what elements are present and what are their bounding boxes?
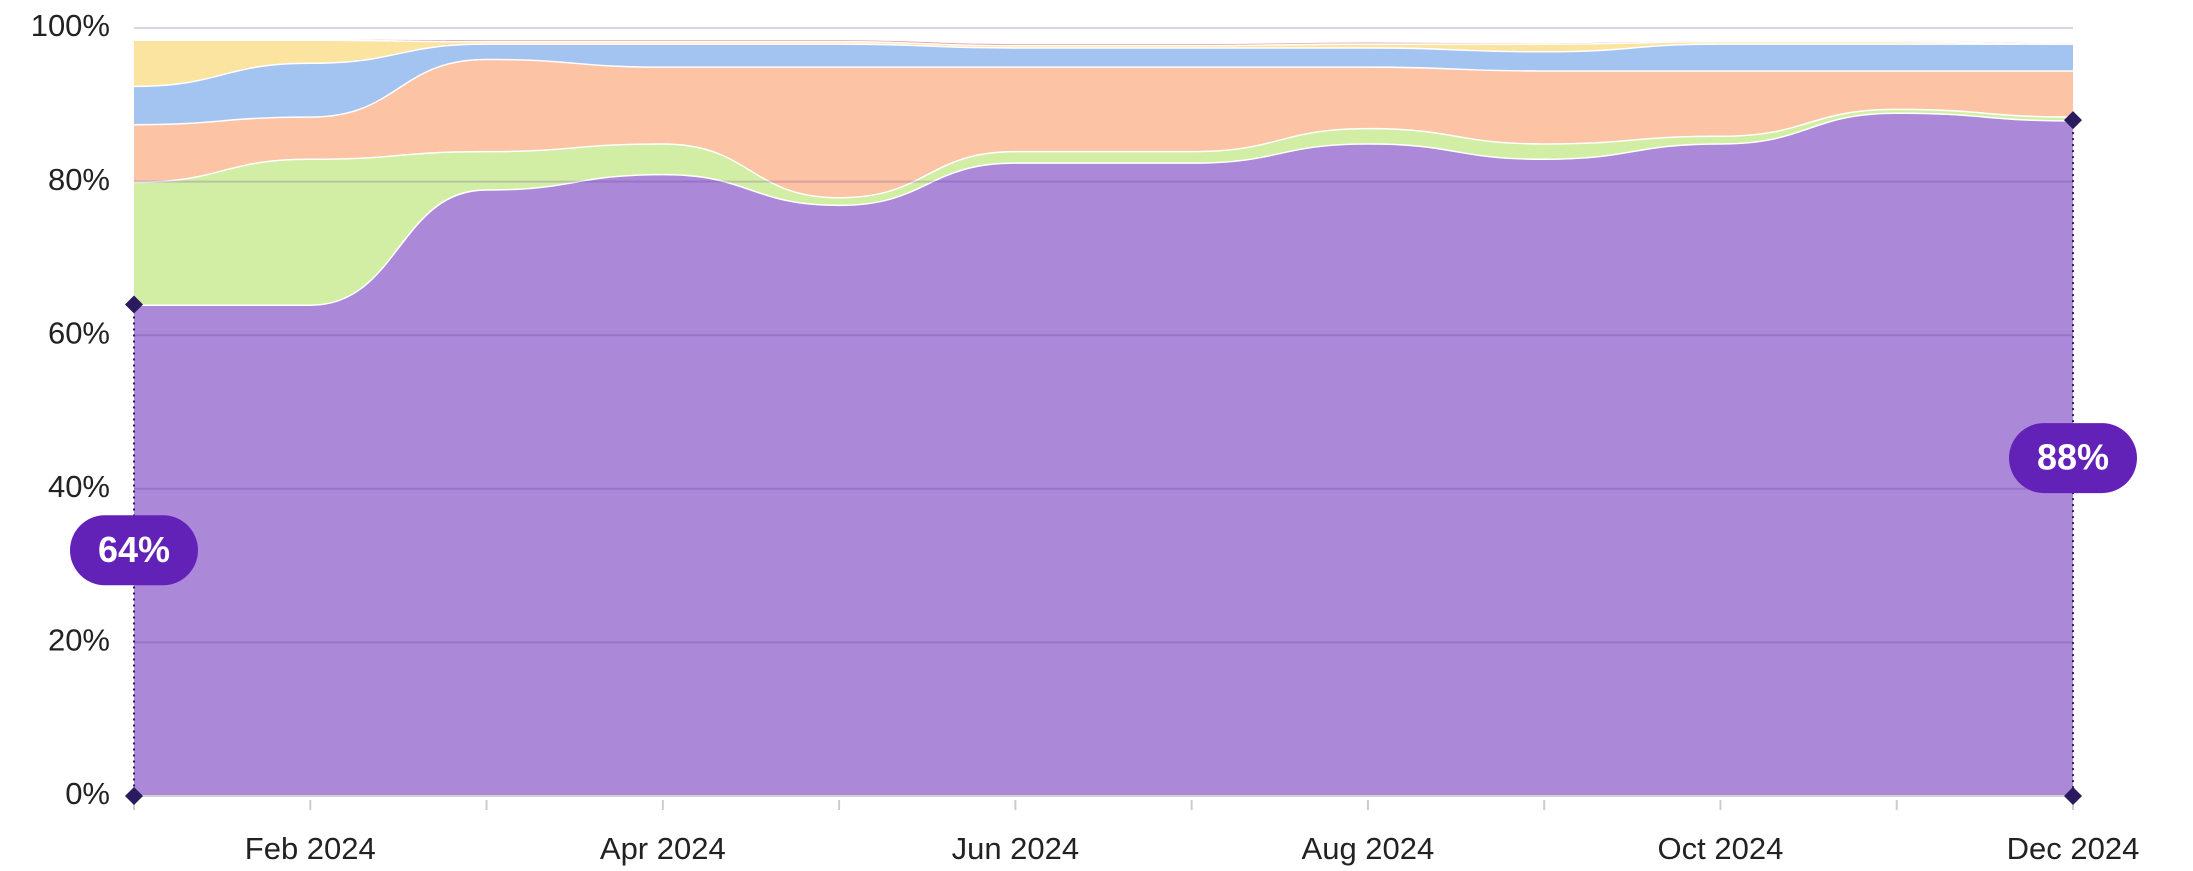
marker-diamond bbox=[2064, 787, 2082, 805]
area bbox=[134, 43, 2073, 124]
y-tick-label: 0% bbox=[65, 776, 110, 811]
area bbox=[134, 58, 2073, 197]
y-tick-label: 40% bbox=[48, 469, 110, 504]
x-tick-label: Feb 2024 bbox=[245, 831, 376, 866]
area bbox=[134, 112, 2073, 797]
x-tick-label: Apr 2024 bbox=[600, 831, 726, 866]
data-label: 88% bbox=[2037, 437, 2109, 478]
y-tick-label: 80% bbox=[48, 162, 110, 197]
y-tick-label: 20% bbox=[48, 623, 110, 658]
marker-diamond bbox=[125, 295, 143, 314]
area bbox=[134, 108, 2073, 305]
y-tick-label: 60% bbox=[48, 315, 110, 350]
area-edge bbox=[134, 36, 2074, 45]
y-tick-label: 100% bbox=[31, 8, 110, 43]
x-tick-label: Aug 2024 bbox=[1302, 831, 1435, 866]
x-tick-label: Dec 2024 bbox=[2007, 831, 2140, 866]
x-tick-label: Jun 2024 bbox=[952, 831, 1080, 866]
data-label: 64% bbox=[98, 529, 170, 570]
label-pill bbox=[70, 515, 198, 586]
x-tick-label: Oct 2024 bbox=[1658, 831, 1784, 866]
marker-diamond bbox=[125, 787, 143, 805]
marker-diamond bbox=[2064, 111, 2082, 130]
label-pill bbox=[2009, 423, 2137, 494]
area bbox=[134, 39, 2073, 86]
